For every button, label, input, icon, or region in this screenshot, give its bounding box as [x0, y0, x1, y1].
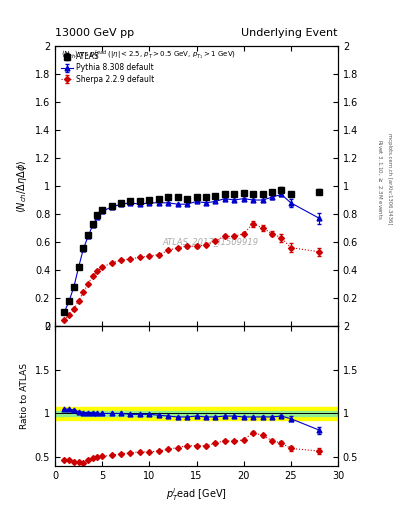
Bar — [55, 408, 338, 419]
Text: ATLAS_2017_I1509919: ATLAS_2017_I1509919 — [163, 238, 259, 246]
Text: Rivet 3.1.10, $\geq$ 2.3M events: Rivet 3.1.10, $\geq$ 2.3M events — [375, 139, 383, 220]
Legend: ATLAS, Pythia 8.308 default, Sherpa 2.2.9 default: ATLAS, Pythia 8.308 default, Sherpa 2.2.… — [59, 50, 156, 86]
Text: $\langle N_{ch}\rangle$ vs $p_T^{lead}$ ($|\eta| < 2.5$, $p_T > 0.5$ GeV, $p_{T_: $\langle N_{ch}\rangle$ vs $p_T^{lead}$ … — [61, 49, 236, 62]
Text: 13000 GeV pp: 13000 GeV pp — [55, 28, 134, 38]
Y-axis label: Ratio to ATLAS: Ratio to ATLAS — [20, 363, 29, 429]
Text: Underlying Event: Underlying Event — [241, 28, 338, 38]
Bar — [55, 411, 338, 416]
Text: mcplots.cern.ch [arXiv:1306.3436]: mcplots.cern.ch [arXiv:1306.3436] — [387, 134, 391, 225]
X-axis label: $p_T^l$ead [GeV]: $p_T^l$ead [GeV] — [166, 486, 227, 503]
Y-axis label: $\langle N_{ch}/\Delta\eta\Delta\phi \rangle$: $\langle N_{ch}/\Delta\eta\Delta\phi \ra… — [15, 159, 29, 213]
